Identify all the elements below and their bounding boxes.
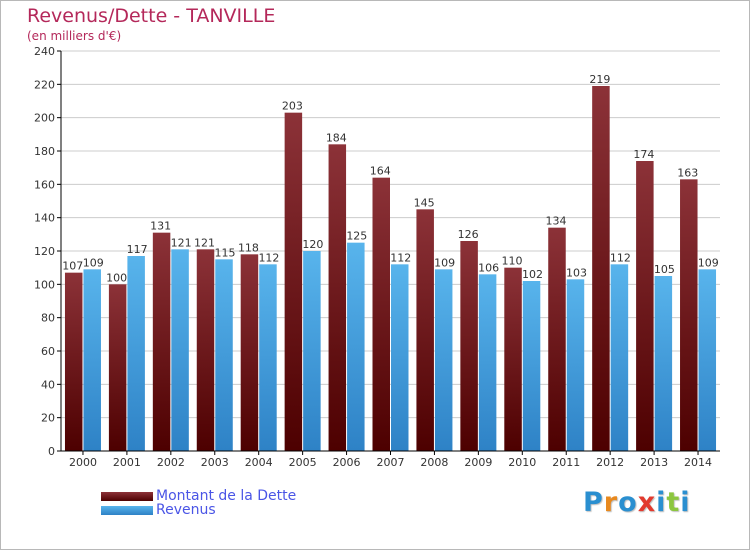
data-label-revenue: 109	[698, 256, 719, 269]
bar-debt	[240, 254, 259, 451]
bar-revenue	[259, 264, 277, 451]
data-label-revenue: 121	[171, 236, 192, 249]
x-tick-label: 2014	[684, 456, 712, 469]
bar-revenue	[434, 269, 453, 451]
data-label-revenue: 120	[302, 238, 323, 251]
data-label-revenue: 112	[258, 251, 279, 264]
y-tick-label: 220	[34, 78, 55, 91]
bar-revenue	[391, 264, 409, 451]
y-tick-label: 40	[41, 378, 55, 391]
data-label-debt: 100	[106, 271, 127, 284]
y-tick-label: 60	[41, 345, 55, 358]
data-label-revenue: 103	[566, 266, 587, 279]
y-tick-label: 240	[34, 45, 55, 58]
x-tick-label: 2001	[113, 456, 141, 469]
data-label-revenue: 102	[522, 268, 543, 281]
x-tick-label: 2010	[508, 456, 536, 469]
bar-revenue	[303, 251, 321, 451]
bar-debt	[460, 241, 478, 451]
data-label-debt: 219	[589, 73, 610, 86]
y-tick-label: 140	[34, 212, 55, 225]
bar-debt	[328, 144, 347, 452]
bar-revenue	[171, 249, 189, 451]
bar-debt	[372, 177, 390, 451]
bar-debt	[636, 161, 654, 451]
bar-revenue	[127, 256, 145, 451]
x-tick-label: 2011	[552, 456, 580, 469]
chart-title: Revenus/Dette - TANVILLE	[27, 5, 276, 27]
data-label-revenue: 109	[434, 256, 455, 269]
data-label-debt: 174	[633, 148, 654, 161]
x-tick-label: 2013	[640, 456, 668, 469]
data-label-revenue: 106	[478, 261, 499, 274]
legend-swatch-revenue	[101, 505, 153, 515]
data-label-revenue: 112	[610, 251, 631, 264]
y-tick-label: 80	[41, 312, 55, 325]
bar-revenue	[698, 269, 717, 451]
y-tick-label: 160	[34, 178, 55, 191]
legend-swatch-debt	[101, 491, 153, 501]
bar-revenue	[478, 274, 497, 451]
x-tick-label: 2002	[157, 456, 185, 469]
data-label-debt: 126	[458, 228, 479, 241]
y-tick-label: 180	[34, 145, 55, 158]
x-tick-label: 2000	[69, 456, 97, 469]
data-label-debt: 121	[194, 236, 215, 249]
chart-subtitle: (en milliers d'€)	[27, 29, 122, 43]
legend-label-debt: Montant de la Dette	[156, 488, 297, 504]
bar-debt	[548, 227, 566, 451]
data-label-revenue: 125	[346, 230, 367, 243]
x-tick-label: 2005	[289, 456, 317, 469]
y-tick-label: 20	[41, 412, 55, 425]
data-label-debt: 118	[238, 241, 259, 254]
bar-revenue	[566, 279, 585, 451]
legend-item-revenue: Revenus	[101, 502, 216, 518]
bar-debt	[416, 209, 434, 451]
bar-revenue	[522, 281, 541, 451]
bar-debt	[152, 232, 171, 451]
bar-debt	[284, 112, 303, 452]
data-label-debt: 134	[545, 215, 566, 228]
x-tick-label: 2006	[333, 456, 361, 469]
data-label-debt: 163	[677, 166, 698, 179]
bar-debt	[504, 267, 522, 451]
data-label-debt: 145	[414, 196, 435, 209]
x-tick-label: 2003	[201, 456, 229, 469]
bar-debt	[196, 249, 215, 451]
y-tick-label: 0	[48, 445, 55, 458]
data-label-debt: 131	[150, 220, 171, 233]
data-label-debt: 107	[62, 260, 83, 273]
x-tick-label: 2004	[245, 456, 273, 469]
x-tick-label: 2009	[464, 456, 492, 469]
legend-item-debt: Montant de la Dette	[101, 488, 296, 504]
data-label-debt: 184	[326, 131, 347, 144]
bar-debt	[108, 284, 127, 451]
y-tick-label: 100	[34, 278, 55, 291]
y-tick-label: 200	[34, 112, 55, 125]
y-tick-label: 120	[34, 245, 55, 258]
bar-revenue	[215, 259, 233, 451]
data-label-revenue: 109	[83, 256, 104, 269]
proxiti-logo: Proxiti	[583, 487, 691, 518]
bar-debt	[680, 179, 698, 452]
bar-debt	[592, 86, 610, 451]
x-tick-label: 2007	[377, 456, 405, 469]
data-label-debt: 164	[370, 165, 391, 178]
bar-debt	[64, 272, 83, 451]
x-tick-label: 2008	[420, 456, 448, 469]
legend-label-revenue: Revenus	[156, 502, 216, 518]
data-label-revenue: 117	[127, 243, 148, 256]
x-tick-label: 2012	[596, 456, 624, 469]
bar-revenue	[610, 264, 629, 451]
data-label-revenue: 112	[390, 251, 411, 264]
bar-revenue	[347, 242, 365, 451]
data-label-revenue: 105	[654, 263, 675, 276]
data-label-debt: 203	[282, 100, 303, 113]
data-label-debt: 110	[502, 255, 523, 268]
bar-revenue	[83, 269, 101, 451]
bar-revenue	[654, 276, 673, 451]
data-label-revenue: 115	[215, 246, 236, 259]
